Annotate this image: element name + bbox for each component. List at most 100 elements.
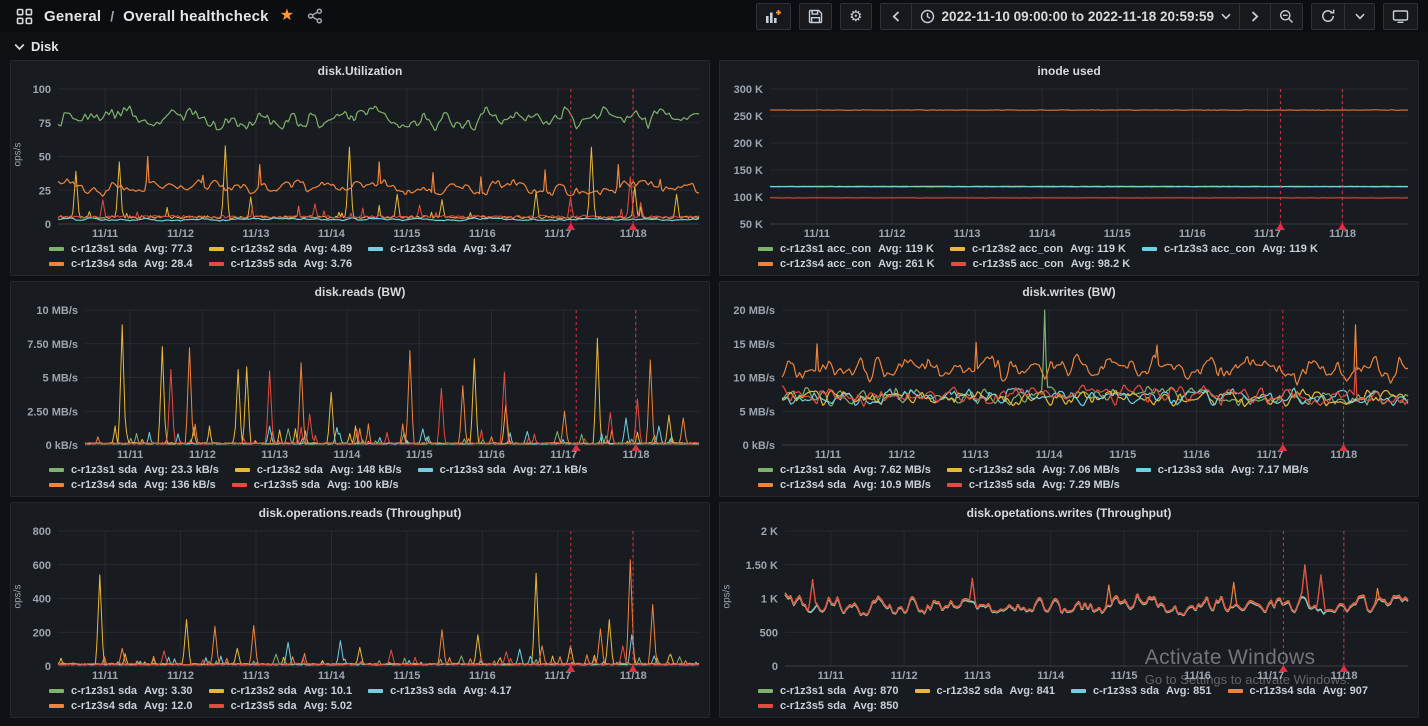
svg-text:11/13: 11/13 xyxy=(964,670,991,682)
svg-text:11/14: 11/14 xyxy=(318,228,346,240)
save-dashboard-button[interactable] xyxy=(799,3,832,30)
dashboard-settings-button[interactable]: ⚙ xyxy=(840,3,871,30)
row-header-disk[interactable]: Disk xyxy=(0,32,1428,59)
svg-text:25: 25 xyxy=(39,185,51,197)
cycle-view-mode-button[interactable] xyxy=(1383,3,1418,30)
legend-series-name: c-r1z3s3 sda xyxy=(440,464,506,476)
panel-title[interactable]: disk.writes (BW) xyxy=(720,282,1418,303)
legend-series-name: c-r1z3s4 sda xyxy=(71,700,137,712)
time-range-forward-button[interactable] xyxy=(1239,3,1270,30)
svg-text:600: 600 xyxy=(33,560,51,572)
legend-series-avg: Avg: 119 K xyxy=(878,243,934,255)
svg-text:50: 50 xyxy=(39,152,51,164)
breadcrumb-folder[interactable]: General xyxy=(44,8,101,25)
chevron-left-icon xyxy=(892,11,900,22)
panel-title[interactable]: disk.operations.reads (Throughput) xyxy=(11,503,709,524)
legend-series-name: c-r1z3s4 sda xyxy=(780,479,846,491)
time-range-picker[interactable]: 2022-11-10 09:00:00 to 2022-11-18 20:59:… xyxy=(911,3,1239,30)
legend-series-avg: Avg: 907 xyxy=(1323,685,1368,697)
dashboards-grid-icon[interactable] xyxy=(14,8,35,25)
legend-swatch-icon xyxy=(209,247,224,251)
svg-text:5 MB/s: 5 MB/s xyxy=(740,406,775,418)
panel-title[interactable]: disk.reads (BW) xyxy=(11,282,709,303)
svg-text:2 K: 2 K xyxy=(761,526,778,538)
series-line-c-r1z3s1-sda xyxy=(58,106,699,130)
star-icon[interactable]: ★ xyxy=(278,8,296,24)
series-line-c-r1z3s4-sda xyxy=(58,560,699,665)
refresh-button[interactable] xyxy=(1311,3,1344,30)
legend-swatch-icon xyxy=(758,468,773,472)
legend-swatch-icon xyxy=(951,262,966,266)
legend-series-avg: Avg: 10.1 xyxy=(304,685,353,697)
panel-title[interactable]: inode used xyxy=(720,61,1418,82)
svg-text:11/15: 11/15 xyxy=(393,670,420,682)
legend-series-name: c-r1z3s1 sda xyxy=(71,464,137,476)
time-range-controls: 2022-11-10 09:00:00 to 2022-11-18 20:59:… xyxy=(880,3,1303,30)
clock-icon xyxy=(920,9,935,24)
time-range-back-button[interactable] xyxy=(880,3,911,30)
chart-disk-reads-bw[interactable]: 10 MB/s7.50 MB/s5 MB/s2.50 MB/s0 kB/s11/… xyxy=(15,303,709,461)
chevron-right-icon xyxy=(1251,11,1259,22)
legend-swatch-icon xyxy=(915,689,930,693)
top-nav-bar: General / Overall healthcheck ★ ⚙ xyxy=(0,0,1428,32)
legend-series-avg: Avg: 3.47 xyxy=(463,243,512,255)
share-icon[interactable] xyxy=(305,8,325,24)
legend-series-avg: Avg: 5.02 xyxy=(304,700,353,712)
legend-swatch-icon xyxy=(950,247,965,251)
refresh-interval-dropdown[interactable] xyxy=(1344,3,1375,30)
legend-series-name: c-r1z3s5 sda xyxy=(254,479,320,491)
legend-swatch-icon xyxy=(758,262,773,266)
legend-series-avg: Avg: 148 kB/s xyxy=(330,464,402,476)
svg-text:11/12: 11/12 xyxy=(189,449,216,461)
svg-text:11/11: 11/11 xyxy=(804,228,830,240)
legend-series-name: c-r1z3s5 acc_con xyxy=(973,258,1064,270)
legend-swatch-icon xyxy=(1228,689,1243,693)
zoom-out-time-button[interactable] xyxy=(1270,3,1303,30)
add-panel-button[interactable] xyxy=(756,3,791,30)
legend-series-avg: Avg: 4.89 xyxy=(304,243,353,255)
panel-title[interactable]: disk.opetations.writes (Throughput) xyxy=(720,503,1418,524)
legend-series-avg: Avg: 3.76 xyxy=(304,258,353,270)
dashboard-toolbar: ⚙ 2022-11-10 09:00:00 to 2022-11-18 20:5… xyxy=(756,3,1418,30)
panel-title[interactable]: disk.Utilization xyxy=(11,61,709,82)
